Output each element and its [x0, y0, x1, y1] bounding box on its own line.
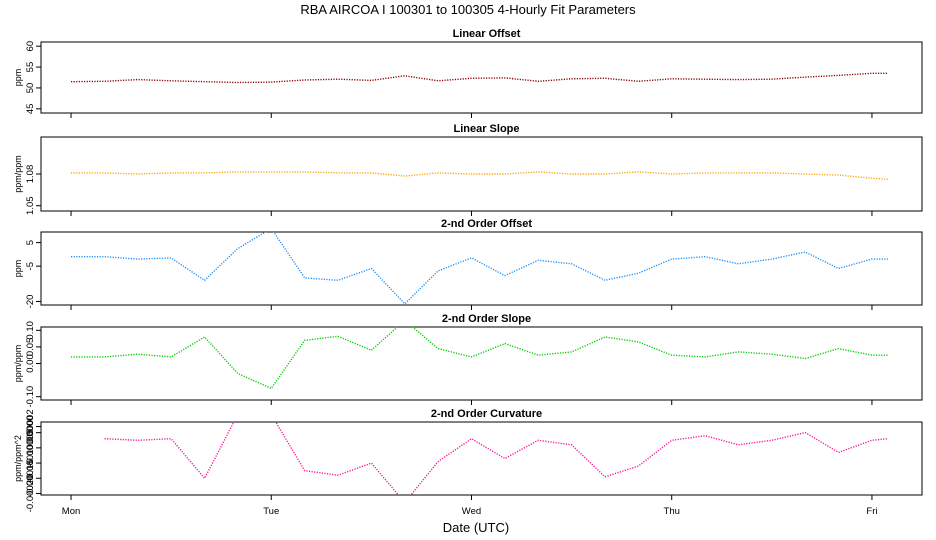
x-axis: Mon Tue Wed Thu Fri: [62, 506, 878, 517]
panel-1: Linear Offset 45 50 55 60 ppm: [13, 28, 923, 118]
x-tick-label: Mon: [62, 506, 80, 517]
panel-3: 2-nd Order Offset -20 -5 5 ppm: [13, 218, 923, 310]
y-tick-label: 55: [25, 62, 36, 73]
y-tick-label: -0.00020: [25, 475, 36, 513]
panel-frame: [40, 421, 923, 496]
y-tick-label: 60: [25, 41, 36, 52]
chart-panels: Linear Offset 45 50 55 60 ppm Linear Slope 1.05…: [13, 28, 923, 513]
y-tick-label: -0.00005: [25, 429, 36, 467]
panel-title: 2-nd Order Curvature: [431, 408, 542, 420]
series-line: [71, 232, 888, 305]
panel-title: 2-nd Order Slope: [442, 313, 531, 325]
y-tick-label: 0.00000: [25, 415, 36, 449]
y-tick-label: 50: [25, 83, 36, 94]
series-line: [71, 327, 888, 390]
y-tick-label: 1.05: [25, 196, 36, 215]
y-tick-label: 5: [25, 240, 36, 245]
y-tick-label: 45: [25, 104, 36, 115]
y-axis-label: ppm/ppm: [13, 155, 23, 193]
y-tick-label: -0.00015: [25, 460, 36, 498]
panel-5: 2-nd Order Curvature -0.00020-0.00015-0.0…: [13, 408, 923, 513]
y-axis-label: ppm/ppm: [13, 345, 23, 383]
y-tick-label: -5: [25, 262, 36, 270]
chart-title: RBA AIRCOA I 100301 to 100305 4-Hourly F…: [300, 2, 636, 17]
y-tick-label: 0.10: [25, 321, 36, 340]
panel-frame: [40, 41, 923, 114]
panel-frame: [40, 231, 923, 306]
panel-frame: [40, 326, 923, 401]
series-line: [71, 171, 889, 180]
y-axis-label: ppm: [13, 69, 23, 87]
panel-title: Linear Offset: [453, 28, 521, 40]
x-axis-label: Date (UTC): [443, 520, 509, 535]
y-tick-label: 0.05: [25, 338, 36, 357]
y-axis-label: ppm/ppm^2: [13, 435, 23, 482]
x-tick-label: Wed: [462, 506, 481, 517]
y-axis-label: ppm: [13, 260, 23, 278]
y-tick-label: -20: [25, 295, 36, 309]
panel-title: Linear Slope: [453, 123, 519, 135]
x-tick-label: Tue: [263, 506, 279, 517]
y-tick-label: -0.00010: [25, 444, 36, 482]
series-line: [70, 72, 888, 84]
y-tick-label: 0.00002: [25, 409, 36, 443]
x-tick-label: Fri: [866, 506, 877, 517]
y-tick-label: -0.10: [25, 386, 36, 408]
series-line: [104, 422, 889, 495]
y-tick-label: 1.08: [25, 165, 36, 184]
x-tick-label: Thu: [664, 506, 680, 517]
panel-title: 2-nd Order Offset: [441, 218, 532, 230]
y-tick-label: 0.00: [25, 354, 36, 373]
